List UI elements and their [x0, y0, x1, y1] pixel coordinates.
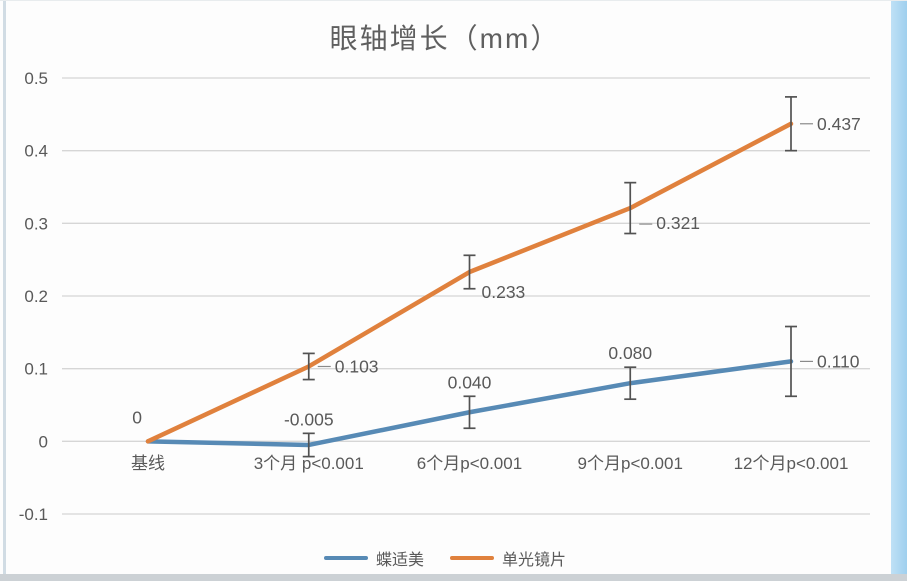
data-label: 0.321	[656, 213, 700, 233]
x-category-label: 3个月 p<0.001	[254, 454, 364, 473]
x-category-label: 9个月p<0.001	[578, 454, 683, 473]
photo-edge-left	[3, 1, 6, 581]
data-label: 0.080	[608, 343, 652, 363]
legend-line-swatch	[450, 556, 494, 560]
y-tick-label: 0	[39, 432, 48, 451]
legend-label: 单光镜片	[502, 552, 567, 569]
data-label: 0.437	[817, 114, 861, 134]
y-tick-label: 0.3	[24, 214, 48, 233]
data-label: 0.110	[817, 351, 860, 371]
photo-edge-bottom	[0, 574, 907, 581]
legend-item: 单光镜片	[450, 546, 566, 570]
legend-label: 蝶适美	[375, 552, 424, 569]
chart-legend: 蝶适美 单光镜片	[0, 542, 890, 574]
y-tick-label: 0.1	[24, 360, 48, 379]
data-label: -0.005	[284, 409, 334, 429]
photo-edge-right	[891, 1, 907, 581]
y-tick-label: 0.2	[24, 287, 48, 306]
data-label: 0.233	[482, 282, 526, 302]
data-label: 0	[132, 407, 142, 427]
legend-item: 蝶适美	[323, 546, 424, 570]
y-tick-label: 0.5	[24, 69, 48, 88]
y-tick-label: 0.4	[24, 142, 48, 161]
data-label: 0.040	[448, 372, 492, 392]
x-category-label: 6个月p<0.001	[417, 454, 522, 473]
legend-line-swatch	[323, 556, 368, 560]
chart-title: 眼轴增长（mm）	[329, 23, 561, 54]
x-category-label: 12个月p<0.001	[734, 454, 849, 473]
x-category-label: 基线	[131, 454, 165, 473]
data-label: 0.103	[335, 356, 379, 376]
y-tick-label: -0.1	[19, 505, 48, 524]
